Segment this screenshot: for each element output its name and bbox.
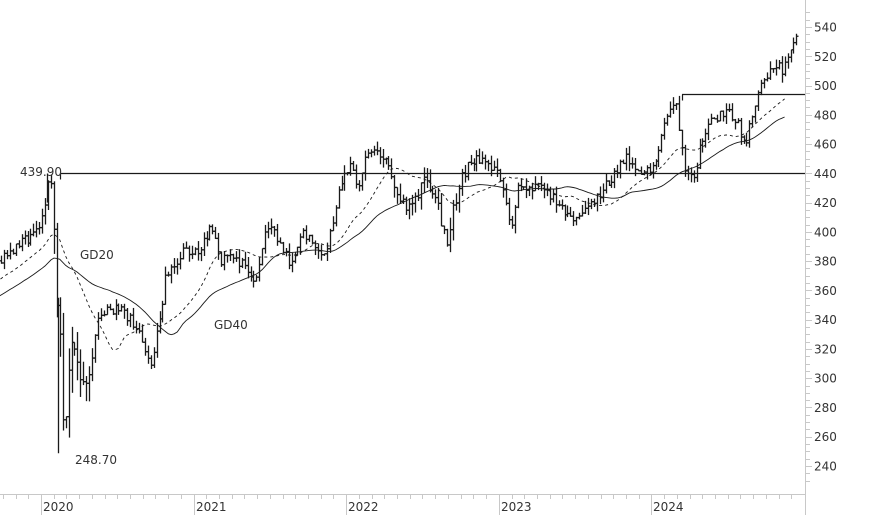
y-axis-ticks: 240 260 280 300 320 340 360 380 400 420 440 460 480 5… xyxy=(806,12,837,482)
y-axis-label: 520 xyxy=(814,50,837,64)
y-axis-label: 380 xyxy=(814,255,837,269)
x-axis-label: 2024 xyxy=(653,500,684,514)
y-axis-label: 240 xyxy=(814,459,837,473)
y-axis-label: 360 xyxy=(814,284,837,298)
gd20-label: GD20 xyxy=(80,248,114,262)
x-axis-label: 2021 xyxy=(196,500,227,514)
y-axis-label: 460 xyxy=(814,138,837,152)
gd40-moving-average-line xyxy=(0,116,785,336)
low-value-label: 248.70 xyxy=(75,453,117,467)
gd20-moving-average-line xyxy=(0,98,785,351)
y-axis-label: 300 xyxy=(814,372,837,386)
x-axis-label: 2022 xyxy=(348,500,379,514)
x-axis-ticks: 2020 2021 2022 2023 2024 xyxy=(3,494,792,515)
horizontal-reference-lines xyxy=(59,93,805,180)
y-axis-label: 260 xyxy=(814,430,837,444)
y-axis-label: 540 xyxy=(814,21,837,35)
high-value-label: 439.90 xyxy=(20,165,62,179)
ohlc-bars xyxy=(0,33,799,454)
x-axis-label: 2020 xyxy=(43,500,74,514)
y-axis-label: 440 xyxy=(814,167,837,181)
y-axis-label: 320 xyxy=(814,342,837,356)
y-axis-label: 420 xyxy=(814,196,837,210)
x-axis-label: 2023 xyxy=(501,500,532,514)
y-axis-label: 340 xyxy=(814,313,837,327)
y-axis-label: 480 xyxy=(814,108,837,122)
y-axis-label: 500 xyxy=(814,79,837,93)
gd40-label: GD40 xyxy=(214,318,248,332)
y-axis-label: 280 xyxy=(814,401,837,415)
y-axis-label: 400 xyxy=(814,225,837,239)
